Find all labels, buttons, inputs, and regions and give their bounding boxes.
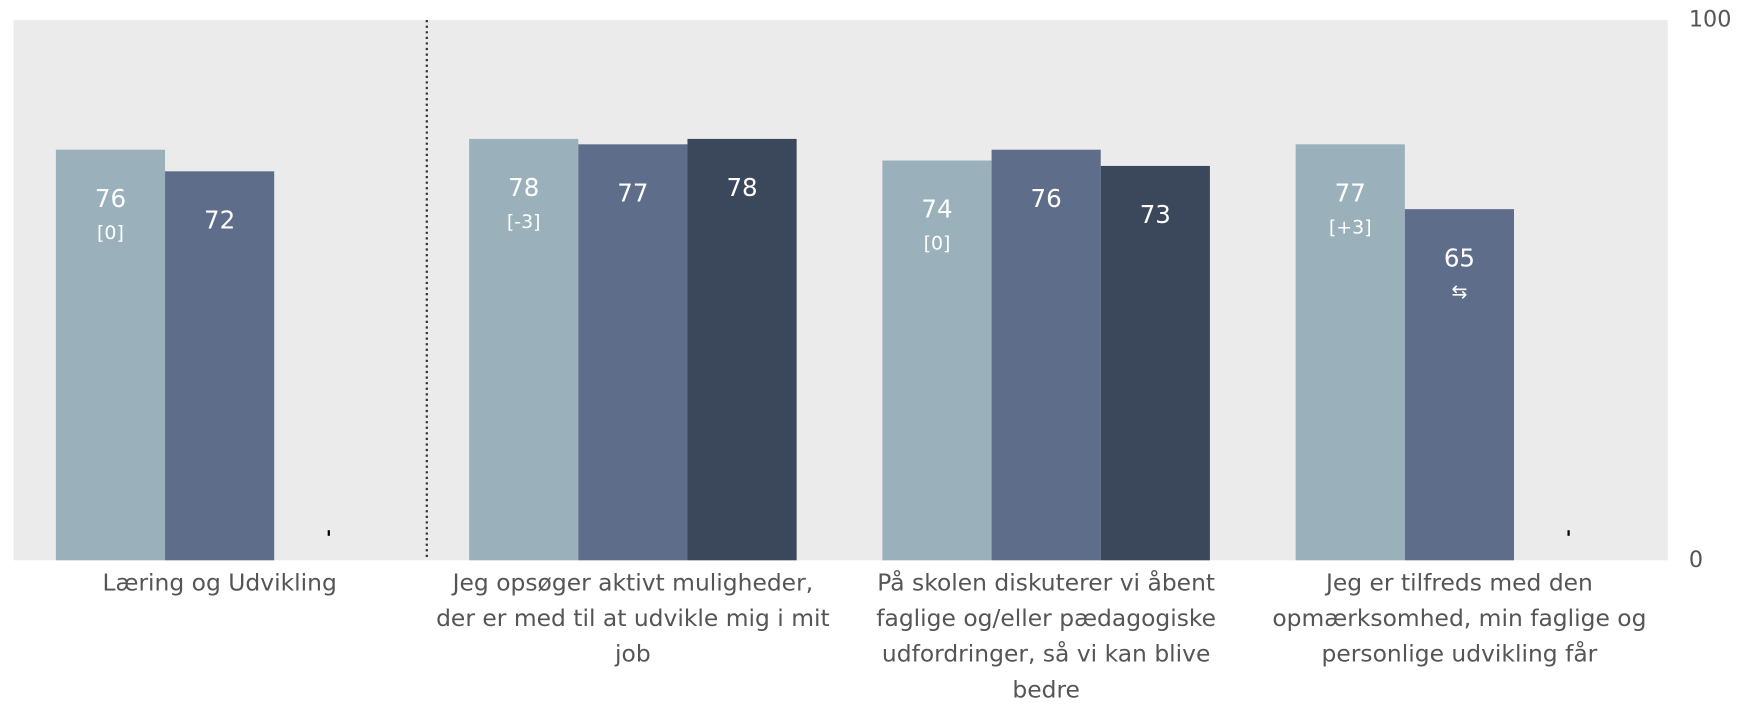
x-label-box: Jeg opsøger aktivt muligheder, der er me… xyxy=(436,569,830,668)
bar xyxy=(1100,165,1210,561)
x-label-box: Læring og Udvikling xyxy=(102,569,337,596)
y-tick-label: 0 xyxy=(1689,547,1703,573)
value-label: 74 xyxy=(921,195,952,224)
value-label: 77 xyxy=(617,178,648,207)
x-tick-label: Jeg opsøger aktivt muligheder, der er me… xyxy=(436,569,830,668)
value-label: 73 xyxy=(1140,200,1171,229)
sub-label: [0] xyxy=(924,233,951,255)
y-tick-label: 100 xyxy=(1689,7,1732,33)
bar xyxy=(165,171,275,561)
value-label: 72 xyxy=(204,205,235,234)
sub-label: ⇆ xyxy=(1451,281,1467,303)
bar xyxy=(1295,144,1405,561)
bar xyxy=(991,149,1101,561)
value-label: 78 xyxy=(726,173,757,202)
value-label: 76 xyxy=(1031,184,1062,213)
x-tick-label: Jeg er tilfreds med den opmærksomhed, mi… xyxy=(1272,569,1647,668)
value-label: 65 xyxy=(1444,243,1475,272)
bar xyxy=(55,149,166,561)
x-tick-label: Læring og Udvikling xyxy=(102,569,337,596)
bar xyxy=(1404,209,1515,561)
sub-label: [0] xyxy=(97,222,124,244)
bar xyxy=(882,160,992,561)
sub-label: [+3] xyxy=(1329,216,1372,238)
value-label: 78 xyxy=(508,173,539,202)
value-label: 77 xyxy=(1335,178,1366,207)
x-label-box: På skolen diskuterer vi åbent faglige og… xyxy=(876,569,1217,703)
value-label: 76 xyxy=(95,184,126,213)
x-label-box: Jeg er tilfreds med den opmærksomhed, mi… xyxy=(1272,569,1647,668)
sub-label: [-3] xyxy=(507,211,541,233)
bar xyxy=(687,138,797,561)
x-tick-label: På skolen diskuterer vi åbent faglige og… xyxy=(876,569,1217,703)
bar xyxy=(578,144,688,561)
bar xyxy=(469,138,579,561)
